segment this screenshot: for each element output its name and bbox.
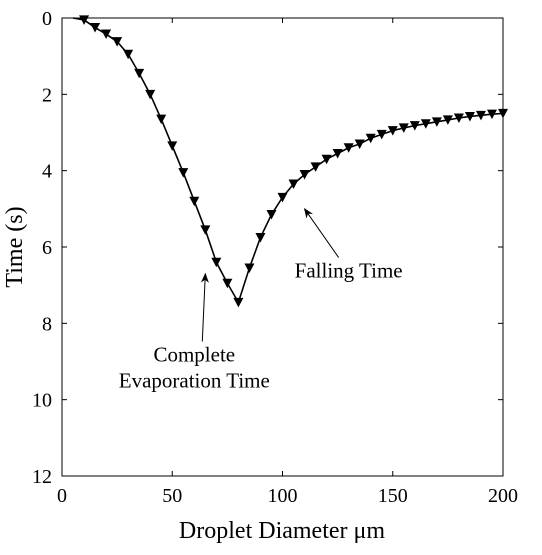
plot-area (61, 17, 504, 477)
data-point-marker (101, 29, 112, 40)
x-axis-ticks: 0 50 100 150 200 (57, 18, 518, 507)
data-point-marker (321, 154, 332, 165)
data-point-marker (134, 68, 145, 79)
x-tick-label: 200 (488, 485, 518, 507)
data-point-marker (431, 117, 442, 127)
x-tick-label: 100 (268, 485, 298, 507)
data-point-marker (277, 192, 288, 203)
data-point-marker (222, 278, 233, 289)
annotation-text: Falling Time (295, 259, 403, 283)
data-point-marker (343, 143, 354, 153)
data-point-marker (255, 232, 266, 243)
data-point-marker (211, 257, 222, 268)
data-point-marker (453, 113, 464, 123)
annotation-arrow (303, 208, 340, 258)
x-axis-label: Droplet Diameter μm (179, 518, 385, 544)
data-point-marker (332, 148, 343, 159)
data-point-marker (123, 49, 134, 60)
data-point-marker (189, 196, 200, 207)
data-point-marker (398, 123, 409, 133)
data-point-marker (387, 126, 398, 136)
annotation-text: Complete (153, 343, 235, 367)
y-tick-label: 8 (42, 313, 52, 335)
data-point-marker (167, 141, 178, 151)
y-tick-label: 4 (42, 161, 52, 183)
data-point-marker (178, 168, 189, 178)
annotation-text: Evaporation Time (119, 369, 270, 393)
data-point-marker (200, 225, 211, 235)
data-point-marker (90, 23, 101, 33)
data-point-marker (442, 115, 453, 125)
data-point-marker (156, 114, 167, 125)
data-point-marker (233, 297, 244, 308)
x-tick-label: 0 (57, 485, 67, 507)
data-point-marker (299, 169, 310, 180)
data-point-marker (145, 89, 156, 100)
data-point-marker (420, 119, 431, 129)
data-point-marker (486, 109, 497, 120)
data-point-marker (354, 139, 365, 149)
data-point-marker (112, 37, 123, 47)
y-tick-label: 6 (42, 237, 52, 259)
data-point-marker (310, 162, 321, 172)
y-tick-label: 0 (42, 8, 52, 30)
y-tick-label: 10 (32, 390, 52, 412)
x-tick-label: 50 (162, 485, 182, 507)
data-point-marker (244, 263, 255, 273)
data-point-marker (409, 121, 420, 131)
series-markers (79, 15, 508, 308)
y-axis-ticks: 0 2 4 6 8 10 12 (32, 8, 503, 488)
annotation-arrow (200, 272, 209, 342)
data-point-marker (464, 111, 475, 122)
y-tick-label: 12 (32, 466, 52, 488)
data-point-marker (288, 179, 299, 190)
data-point-marker (79, 15, 90, 25)
data-point-marker (376, 129, 387, 140)
data-point-marker (266, 210, 277, 220)
data-point-marker (498, 108, 508, 119)
y-tick-label: 2 (42, 84, 52, 106)
x-tick-label: 150 (378, 485, 408, 507)
data-point-marker (365, 133, 376, 144)
data-point-marker (475, 110, 486, 121)
y-axis-label: Time (s) (2, 206, 28, 287)
